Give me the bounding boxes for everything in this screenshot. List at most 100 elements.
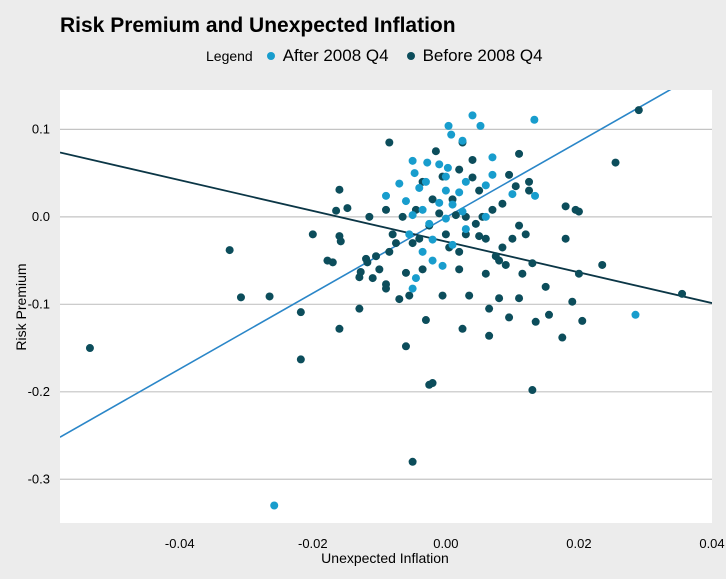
point-before [391, 239, 400, 248]
point-before [508, 234, 517, 243]
point-after [401, 197, 410, 206]
x-tick-label: 0.02 [566, 536, 591, 551]
point-after [410, 169, 419, 178]
point-after [438, 261, 447, 270]
point-before [511, 182, 520, 191]
point-before [441, 230, 450, 239]
point-after [418, 247, 427, 256]
point-before [385, 138, 394, 147]
point-after [423, 158, 432, 167]
point-before [525, 177, 534, 186]
legend-title: Legend [206, 48, 253, 64]
point-after [468, 111, 477, 120]
point-before [356, 267, 365, 276]
point-before [611, 158, 620, 167]
point-before [382, 205, 390, 214]
point-before [515, 149, 524, 158]
point-before [561, 202, 570, 211]
point-before [236, 293, 245, 302]
point-before [455, 165, 464, 174]
point-before [451, 211, 460, 220]
legend-swatch-before [406, 52, 415, 60]
point-after [428, 256, 437, 265]
point-before [428, 195, 437, 204]
point-after [448, 240, 457, 249]
x-tick-label: 0.04 [699, 536, 724, 551]
point-before [408, 457, 417, 466]
point-before [421, 316, 430, 325]
point-before [398, 212, 407, 221]
point-before [561, 234, 570, 243]
fit-line-before [60, 151, 712, 304]
point-after [408, 211, 417, 220]
point-before [465, 291, 474, 300]
y-tick-labels: -0.3 -0.2 -0.1 0.0 0.1 [28, 121, 50, 486]
point-before [525, 186, 534, 195]
point-after [531, 191, 540, 200]
point-after [488, 153, 497, 162]
point-before [435, 209, 444, 218]
point-before [355, 304, 364, 313]
point-before [528, 386, 537, 395]
point-before [495, 294, 504, 303]
y-tick-label: -0.1 [28, 296, 50, 311]
point-before [363, 258, 372, 267]
x-tick-label: 0.00 [433, 536, 458, 551]
point-before [505, 313, 514, 322]
chart-title: Risk Premium and Unexpected Inflation [60, 14, 456, 37]
point-before [505, 170, 514, 179]
x-tick-labels: -0.04 -0.02 0.00 0.02 0.04 [165, 536, 725, 551]
point-after [421, 177, 430, 186]
point-before [372, 252, 381, 261]
x-tick-label: -0.04 [165, 536, 195, 551]
point-before [405, 291, 414, 300]
point-before [574, 269, 583, 278]
point-after [444, 121, 453, 130]
legend-entry-before: Before 2008 Q4 [406, 46, 543, 66]
y-tick-label: 0.0 [32, 209, 50, 224]
point-after [476, 121, 485, 130]
point-before [678, 289, 687, 298]
legend-label-before: Before 2008 Q4 [422, 46, 543, 65]
legend-label-after: After 2008 Q4 [282, 46, 389, 65]
point-after [408, 284, 417, 293]
point-before [455, 265, 464, 274]
point-before [568, 297, 577, 306]
y-tick-label: 0.1 [32, 121, 50, 136]
x-axis-label: Unexpected Inflation [321, 550, 449, 566]
point-after [481, 212, 490, 221]
point-before [531, 317, 540, 326]
point-before [335, 185, 344, 194]
point-before [296, 355, 305, 364]
grid-lines [60, 128, 712, 480]
y-tick-label: -0.3 [28, 471, 50, 486]
point-before [598, 260, 607, 269]
point-before [336, 237, 345, 246]
point-after [443, 163, 452, 172]
point-before [528, 259, 537, 268]
point-before [438, 291, 447, 300]
plot-area [60, 90, 712, 523]
point-before [418, 265, 427, 274]
point-before [488, 205, 497, 214]
point-before [308, 230, 317, 239]
point-before [431, 147, 440, 156]
point-before [458, 324, 467, 333]
point-after [441, 214, 450, 223]
point-before [296, 308, 305, 317]
point-after [455, 188, 464, 197]
point-after [631, 310, 640, 319]
y-tick-label: -0.2 [28, 384, 50, 399]
point-before [481, 234, 490, 243]
point-after [441, 186, 450, 195]
point-before [375, 265, 384, 274]
point-after [441, 172, 450, 181]
point-before [335, 324, 344, 333]
point-after [405, 230, 414, 239]
point-before [343, 204, 352, 213]
point-before [385, 247, 394, 256]
point-before [395, 295, 404, 304]
point-before [365, 212, 374, 221]
point-after [435, 198, 444, 207]
